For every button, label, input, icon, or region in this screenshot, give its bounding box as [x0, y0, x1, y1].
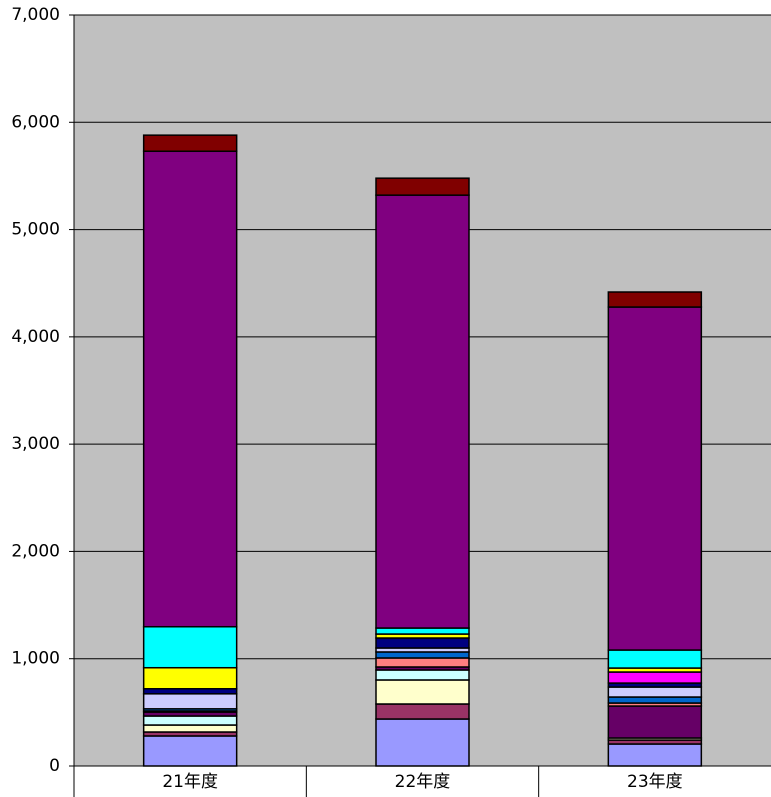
y-tick-label: 1,000: [11, 649, 60, 669]
bar-segment: [375, 637, 470, 649]
bar-segment: [142, 724, 238, 733]
y-tick-label: 2,000: [11, 541, 60, 561]
bar-segment: [607, 291, 703, 308]
y-tick-label: 5,000: [11, 220, 60, 240]
bar-segment: [375, 194, 470, 629]
bar-segment: [607, 743, 703, 767]
bar-segment: [607, 686, 703, 698]
bar-segment: [375, 651, 470, 659]
bar-segment: [607, 705, 703, 739]
x-tick-label: 21年度: [162, 772, 218, 792]
bar-segment: [607, 649, 703, 669]
bar-segment: [142, 735, 238, 767]
y-tick-label: 3,000: [11, 434, 60, 454]
bar-segment: [607, 696, 703, 704]
bar-segment: [142, 688, 238, 695]
bar-segment: [375, 657, 470, 668]
bar-segment: [607, 306, 703, 651]
bar-segment: [375, 669, 470, 681]
bar-segment: [142, 625, 238, 669]
bar-segment: [142, 134, 238, 153]
y-tick-label: 0: [49, 756, 60, 776]
bar-segment: [142, 715, 238, 726]
y-tick-label: 7,000: [11, 5, 60, 25]
bar-segment: [142, 693, 238, 710]
bar-segment: [142, 150, 238, 628]
bar-segment: [142, 666, 238, 690]
bar-segment: [375, 679, 470, 705]
x-tick-label: 23年度: [627, 772, 683, 792]
bar-segment: [375, 627, 470, 635]
bar-segment: [375, 177, 470, 196]
y-tick-label: 4,000: [11, 327, 60, 347]
bar-segment: [607, 671, 703, 684]
y-tick-label: 6,000: [11, 112, 60, 132]
bar-segment: [375, 718, 470, 767]
bar-segment: [375, 703, 470, 720]
x-tick-label: 22年度: [395, 772, 451, 792]
